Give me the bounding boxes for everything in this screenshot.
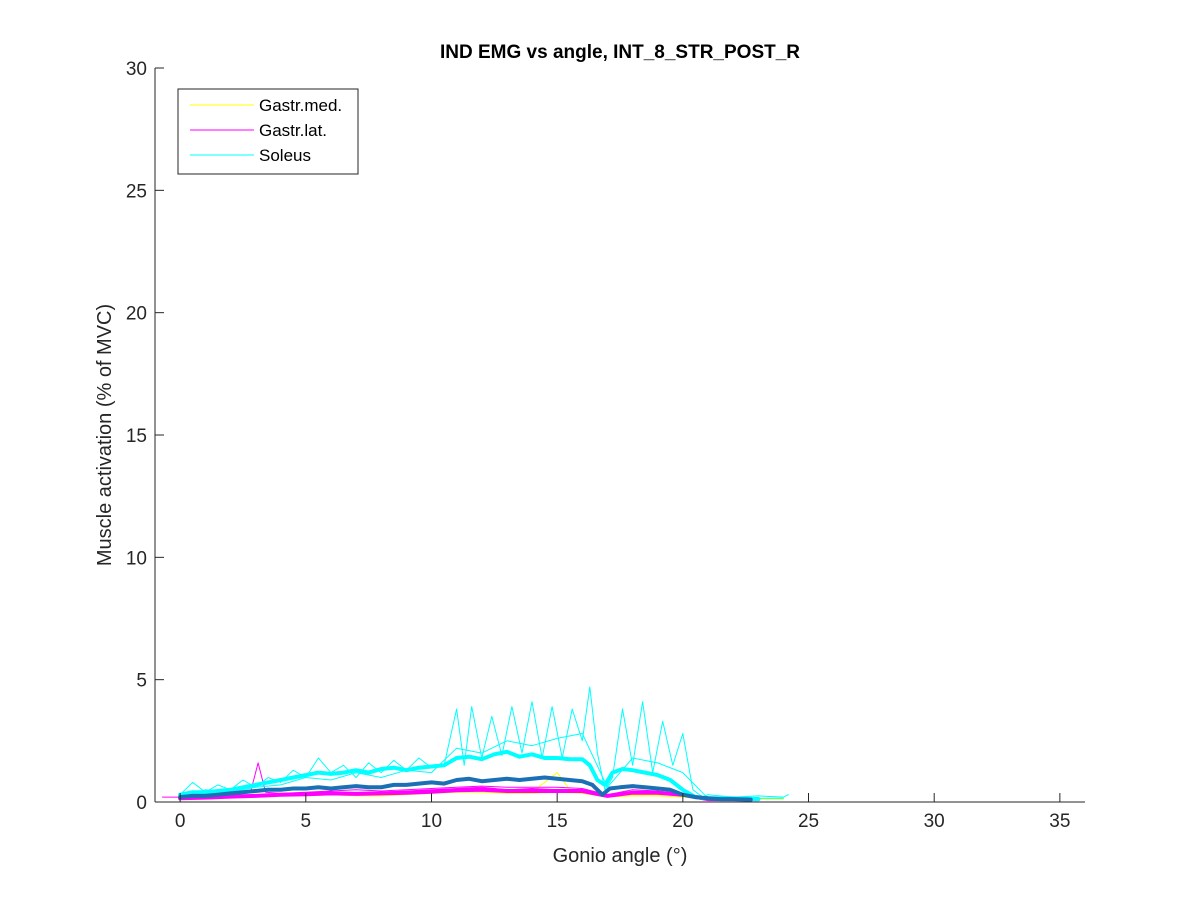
y-tick-label: 30: [126, 59, 147, 80]
axes-layer: 0 5 10 15 20 25 30 35 0 5 10 15 20 25 30: [126, 59, 1085, 832]
chart-title: IND EMG vs angle, INT_8_STR_POST_R: [440, 42, 800, 63]
y-tick-label: 5: [136, 671, 147, 692]
x-tick-label: 0: [175, 811, 186, 832]
x-tick-label: 35: [1049, 811, 1070, 832]
legend-label: Soleus: [259, 146, 311, 165]
x-tick-label: 15: [547, 811, 568, 832]
y-tick-label: 10: [126, 548, 147, 569]
series-line-4: [178, 787, 761, 802]
legend-label: Gastr.lat.: [259, 121, 327, 140]
x-tick-label: 25: [798, 811, 819, 832]
y-tick-label: 20: [126, 304, 147, 325]
x-tick-label: 5: [301, 811, 312, 832]
x-tick-label: 20: [672, 811, 693, 832]
series-line-2: [162, 762, 759, 800]
x-tick-label: 30: [924, 811, 945, 832]
y-tick-label: 25: [126, 181, 147, 202]
x-tick-label: 10: [421, 811, 442, 832]
series-line-7: [178, 749, 761, 802]
y-axis-label: Muscle activation (% of MVC): [94, 304, 116, 566]
legend-box: [177, 88, 359, 175]
legend: Gastr.med. Gastr.lat. Soleus: [177, 88, 359, 175]
series-line-8: [178, 775, 753, 802]
series-layer: [162, 686, 789, 802]
y-tick-label: 0: [136, 793, 147, 814]
series-line-5: [179, 686, 789, 798]
x-axis-label: Gonio angle (°): [553, 845, 688, 867]
series-line-6: [179, 733, 784, 799]
legend-label: Gastr.med.: [259, 96, 342, 115]
y-tick-label: 15: [126, 426, 147, 447]
